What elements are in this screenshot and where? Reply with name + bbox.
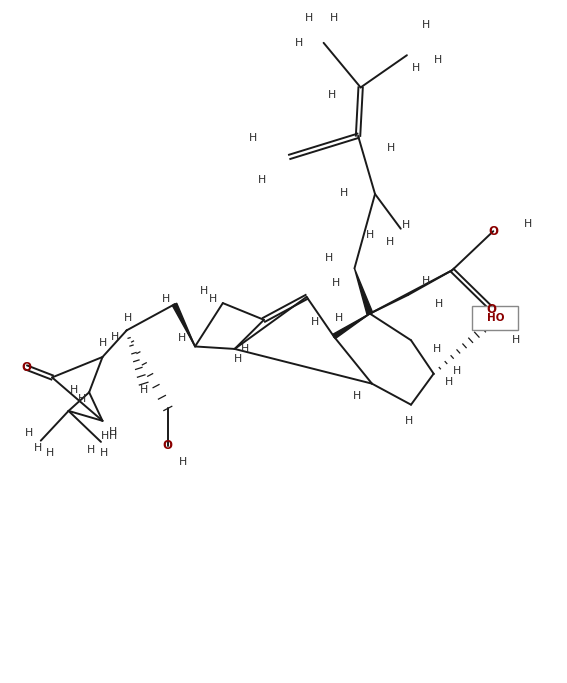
Text: H: H <box>124 313 132 323</box>
Text: H: H <box>311 317 320 326</box>
Text: H: H <box>523 219 532 229</box>
Text: H: H <box>139 385 148 395</box>
Text: H: H <box>258 176 266 185</box>
Polygon shape <box>172 303 195 346</box>
Text: H: H <box>305 13 314 23</box>
Text: H: H <box>387 143 396 153</box>
Text: H: H <box>248 133 257 143</box>
Text: H: H <box>99 448 108 458</box>
Text: H: H <box>209 294 217 305</box>
Text: O: O <box>163 439 173 452</box>
Text: H: H <box>366 230 374 240</box>
Text: H: H <box>433 344 441 354</box>
Text: H: H <box>111 331 119 342</box>
Text: H: H <box>412 63 420 72</box>
Text: H: H <box>295 38 303 48</box>
Text: H: H <box>162 294 171 305</box>
Text: O: O <box>488 225 498 238</box>
Text: H: H <box>402 220 410 230</box>
Text: HO: HO <box>486 313 504 323</box>
Text: H: H <box>340 188 348 198</box>
Text: O: O <box>22 361 31 374</box>
Text: H: H <box>200 285 208 296</box>
Text: H: H <box>453 366 462 376</box>
Text: H: H <box>434 55 442 65</box>
Text: H: H <box>241 344 249 354</box>
Text: H: H <box>177 333 186 344</box>
FancyBboxPatch shape <box>472 306 518 330</box>
Text: H: H <box>330 13 338 23</box>
Text: H: H <box>87 445 95 455</box>
Polygon shape <box>354 268 373 315</box>
Text: H: H <box>70 385 78 395</box>
Text: H: H <box>352 391 361 401</box>
Text: O: O <box>486 303 497 316</box>
Text: H: H <box>109 431 117 441</box>
Text: H: H <box>422 276 430 285</box>
Text: H: H <box>100 431 109 441</box>
Text: H: H <box>422 20 430 31</box>
Text: H: H <box>386 238 395 247</box>
Text: H: H <box>332 277 340 288</box>
Text: H: H <box>335 313 343 323</box>
Text: H: H <box>33 443 42 453</box>
Text: H: H <box>234 354 242 364</box>
Text: H: H <box>435 299 443 309</box>
Text: H: H <box>405 416 413 426</box>
Text: H: H <box>78 393 86 404</box>
Text: H: H <box>25 428 33 438</box>
Text: H: H <box>512 335 520 346</box>
Polygon shape <box>333 313 370 339</box>
Text: H: H <box>325 253 333 263</box>
Text: H: H <box>99 337 107 348</box>
Text: H: H <box>179 458 187 467</box>
Text: H: H <box>109 427 117 437</box>
Text: H: H <box>445 377 453 387</box>
Text: H: H <box>45 448 54 458</box>
Text: H: H <box>328 90 336 100</box>
